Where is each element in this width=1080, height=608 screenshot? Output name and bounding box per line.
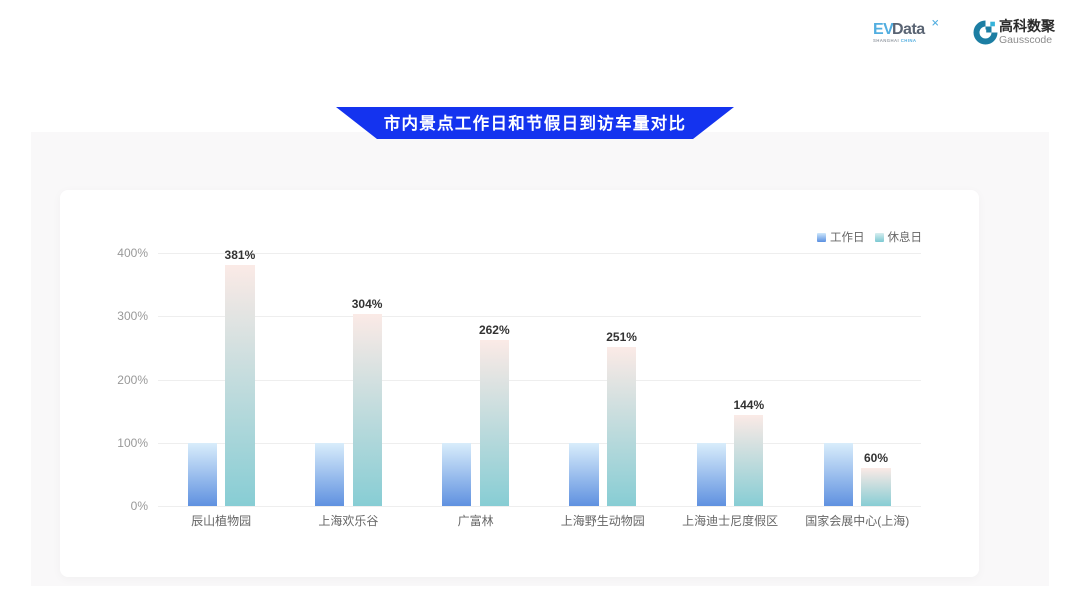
svg-text:EV: EV xyxy=(873,21,894,38)
svg-text:Data: Data xyxy=(892,21,925,38)
svg-text:Gausscode: Gausscode xyxy=(999,34,1052,46)
svg-text:SHANGHAI CHINA: SHANGHAI CHINA xyxy=(873,38,916,43)
svg-text:高科数聚: 高科数聚 xyxy=(999,18,1056,34)
